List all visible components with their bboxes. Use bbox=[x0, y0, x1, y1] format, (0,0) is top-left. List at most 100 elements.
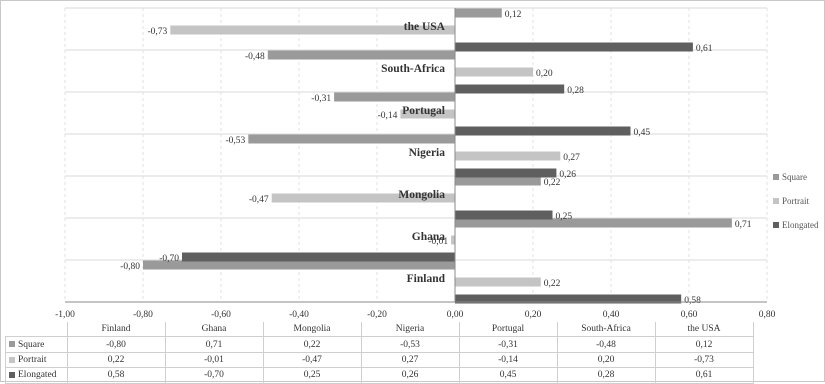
data-label: -0,01 bbox=[428, 237, 448, 247]
data-table-header: Finland bbox=[66, 322, 166, 338]
data-label: 0,26 bbox=[559, 170, 576, 180]
bar-square bbox=[248, 134, 455, 144]
data-label: 0,45 bbox=[634, 128, 651, 138]
x-tick-label: 0,00 bbox=[447, 310, 464, 320]
x-tick-label: -0,80 bbox=[133, 310, 153, 320]
bar-portrait bbox=[455, 151, 561, 161]
data-label: 0,61 bbox=[696, 44, 713, 54]
data-label: 0,22 bbox=[544, 279, 561, 289]
data-table-swatch bbox=[9, 341, 15, 348]
bar-square bbox=[334, 92, 455, 102]
x-tick-label: 0,40 bbox=[603, 310, 620, 320]
legend-label-elongated: Elongated bbox=[782, 220, 819, 230]
data-table-cell: 0,26 bbox=[360, 367, 460, 384]
bar-portrait bbox=[455, 277, 541, 287]
data-label: 0,58 bbox=[684, 296, 701, 306]
data-label: -0,31 bbox=[311, 94, 331, 104]
bar-square bbox=[267, 50, 455, 60]
data-table-row: Square -0,80 0,71 0,22 -0,53 -0,31 -0,48 0,12 bbox=[5, 336, 754, 353]
bar-elongated bbox=[455, 294, 682, 304]
bar-square bbox=[455, 8, 502, 18]
data-table-cell: -0,73 bbox=[654, 351, 754, 369]
data-table-cell: 0,28 bbox=[556, 367, 656, 384]
data-label: 0,71 bbox=[735, 220, 752, 230]
data-label: -0,53 bbox=[226, 136, 246, 146]
category-label: Portugal bbox=[402, 105, 445, 117]
data-table-cell: 0,12 bbox=[654, 336, 754, 353]
data-table-cell: 0,27 bbox=[360, 351, 460, 369]
data-label: 0,20 bbox=[536, 69, 553, 79]
data-label: -0,14 bbox=[378, 111, 398, 121]
category-label: South-Africa bbox=[381, 63, 445, 75]
data-table-cell: -0,14 bbox=[458, 351, 558, 369]
category-label: Finland bbox=[407, 273, 446, 285]
data-table-header: South-Africa bbox=[556, 322, 656, 338]
data-table: Finland Ghana Mongolia Nigeria Portugal … bbox=[5, 322, 754, 384]
x-tick-label: -0,60 bbox=[211, 310, 231, 320]
data-table-cell: -0,48 bbox=[556, 336, 656, 353]
data-table-row: Elongated 0,58 -0,70 0,25 0,26 0,45 0,28 0,61 bbox=[5, 367, 754, 384]
data-table-cell: 0,71 bbox=[164, 336, 264, 353]
x-tick-label: -1,00 bbox=[55, 310, 75, 320]
data-label: 0,25 bbox=[556, 212, 573, 222]
data-table-header: the USA bbox=[654, 322, 754, 338]
bar-elongated bbox=[455, 42, 693, 52]
data-table-cell: -0,53 bbox=[360, 336, 460, 353]
legend-swatch-portrait bbox=[773, 198, 779, 204]
legend-swatch-elongated bbox=[773, 222, 779, 228]
data-table-corner bbox=[6, 322, 68, 337]
data-table-cell: 0,45 bbox=[458, 367, 558, 384]
category-label: the USA bbox=[404, 21, 446, 33]
data-table-cell: 0,22 bbox=[262, 336, 362, 353]
data-label: 0,27 bbox=[563, 153, 580, 163]
data-label: -0,80 bbox=[120, 262, 140, 272]
data-table-cell: -0,70 bbox=[164, 367, 264, 384]
bar-elongated bbox=[455, 84, 565, 94]
data-table-row: Portrait 0,22 -0,01 -0,47 0,27 -0,14 0,20 -0,73 bbox=[5, 351, 754, 369]
data-table-header-row: Finland Ghana Mongolia Nigeria Portugal … bbox=[6, 322, 754, 338]
category-label: Nigeria bbox=[409, 147, 446, 159]
data-table-cell: -0,47 bbox=[262, 351, 362, 369]
x-tick-label: 0,80 bbox=[759, 310, 776, 320]
x-tick-label: 0,20 bbox=[525, 310, 542, 320]
data-label: 0,12 bbox=[505, 10, 522, 20]
bar-elongated bbox=[182, 252, 455, 262]
legend-swatch-square bbox=[773, 174, 779, 180]
data-table-header: Mongolia bbox=[262, 322, 362, 338]
bar-square bbox=[143, 260, 455, 270]
data-table-swatch bbox=[9, 356, 15, 363]
data-table-cell: -0,31 bbox=[458, 336, 558, 353]
data-table-swatch bbox=[9, 372, 15, 379]
legend-item-square: Square bbox=[773, 169, 819, 185]
bar-portrait bbox=[455, 67, 533, 77]
data-table-cell: 0,25 bbox=[262, 367, 362, 384]
data-table-series-name: Elongated bbox=[18, 370, 57, 381]
bar-square bbox=[455, 176, 541, 186]
data-label: -0,73 bbox=[148, 27, 168, 37]
bar-portrait bbox=[400, 109, 455, 119]
data-table-cell: 0,20 bbox=[556, 351, 656, 369]
data-table-cell: -0,80 bbox=[66, 336, 166, 353]
legend-item-portrait: Portrait bbox=[773, 193, 819, 209]
bar-elongated bbox=[455, 210, 553, 220]
data-table-row-header: Elongated bbox=[5, 367, 68, 384]
data-table-header: Ghana bbox=[164, 322, 264, 338]
legend-label-portrait: Portrait bbox=[782, 196, 809, 206]
data-table-series-name: Portrait bbox=[18, 354, 47, 365]
data-label: -0,70 bbox=[159, 254, 179, 264]
legend: Square Portrait Elongated bbox=[773, 169, 819, 241]
data-table-row-header: Square bbox=[5, 336, 68, 353]
legend-label-square: Square bbox=[782, 172, 807, 182]
bar-elongated bbox=[455, 168, 557, 178]
data-table-cell: 0,58 bbox=[66, 367, 166, 384]
bar-elongated bbox=[455, 126, 631, 136]
bar-chart: -1,00 -0,80 -0,60 -0,40 -0,20 0,00 0,20 0,40 0,6… bbox=[55, 7, 776, 320]
data-label: 0,28 bbox=[567, 86, 584, 96]
data-label: -0,47 bbox=[249, 195, 269, 205]
data-label: 0,22 bbox=[544, 178, 561, 188]
data-table-header: Portugal bbox=[458, 322, 558, 338]
bar-portrait bbox=[271, 193, 455, 203]
category-label: Ghana bbox=[412, 231, 445, 243]
x-tick-label: -0,20 bbox=[367, 310, 387, 320]
